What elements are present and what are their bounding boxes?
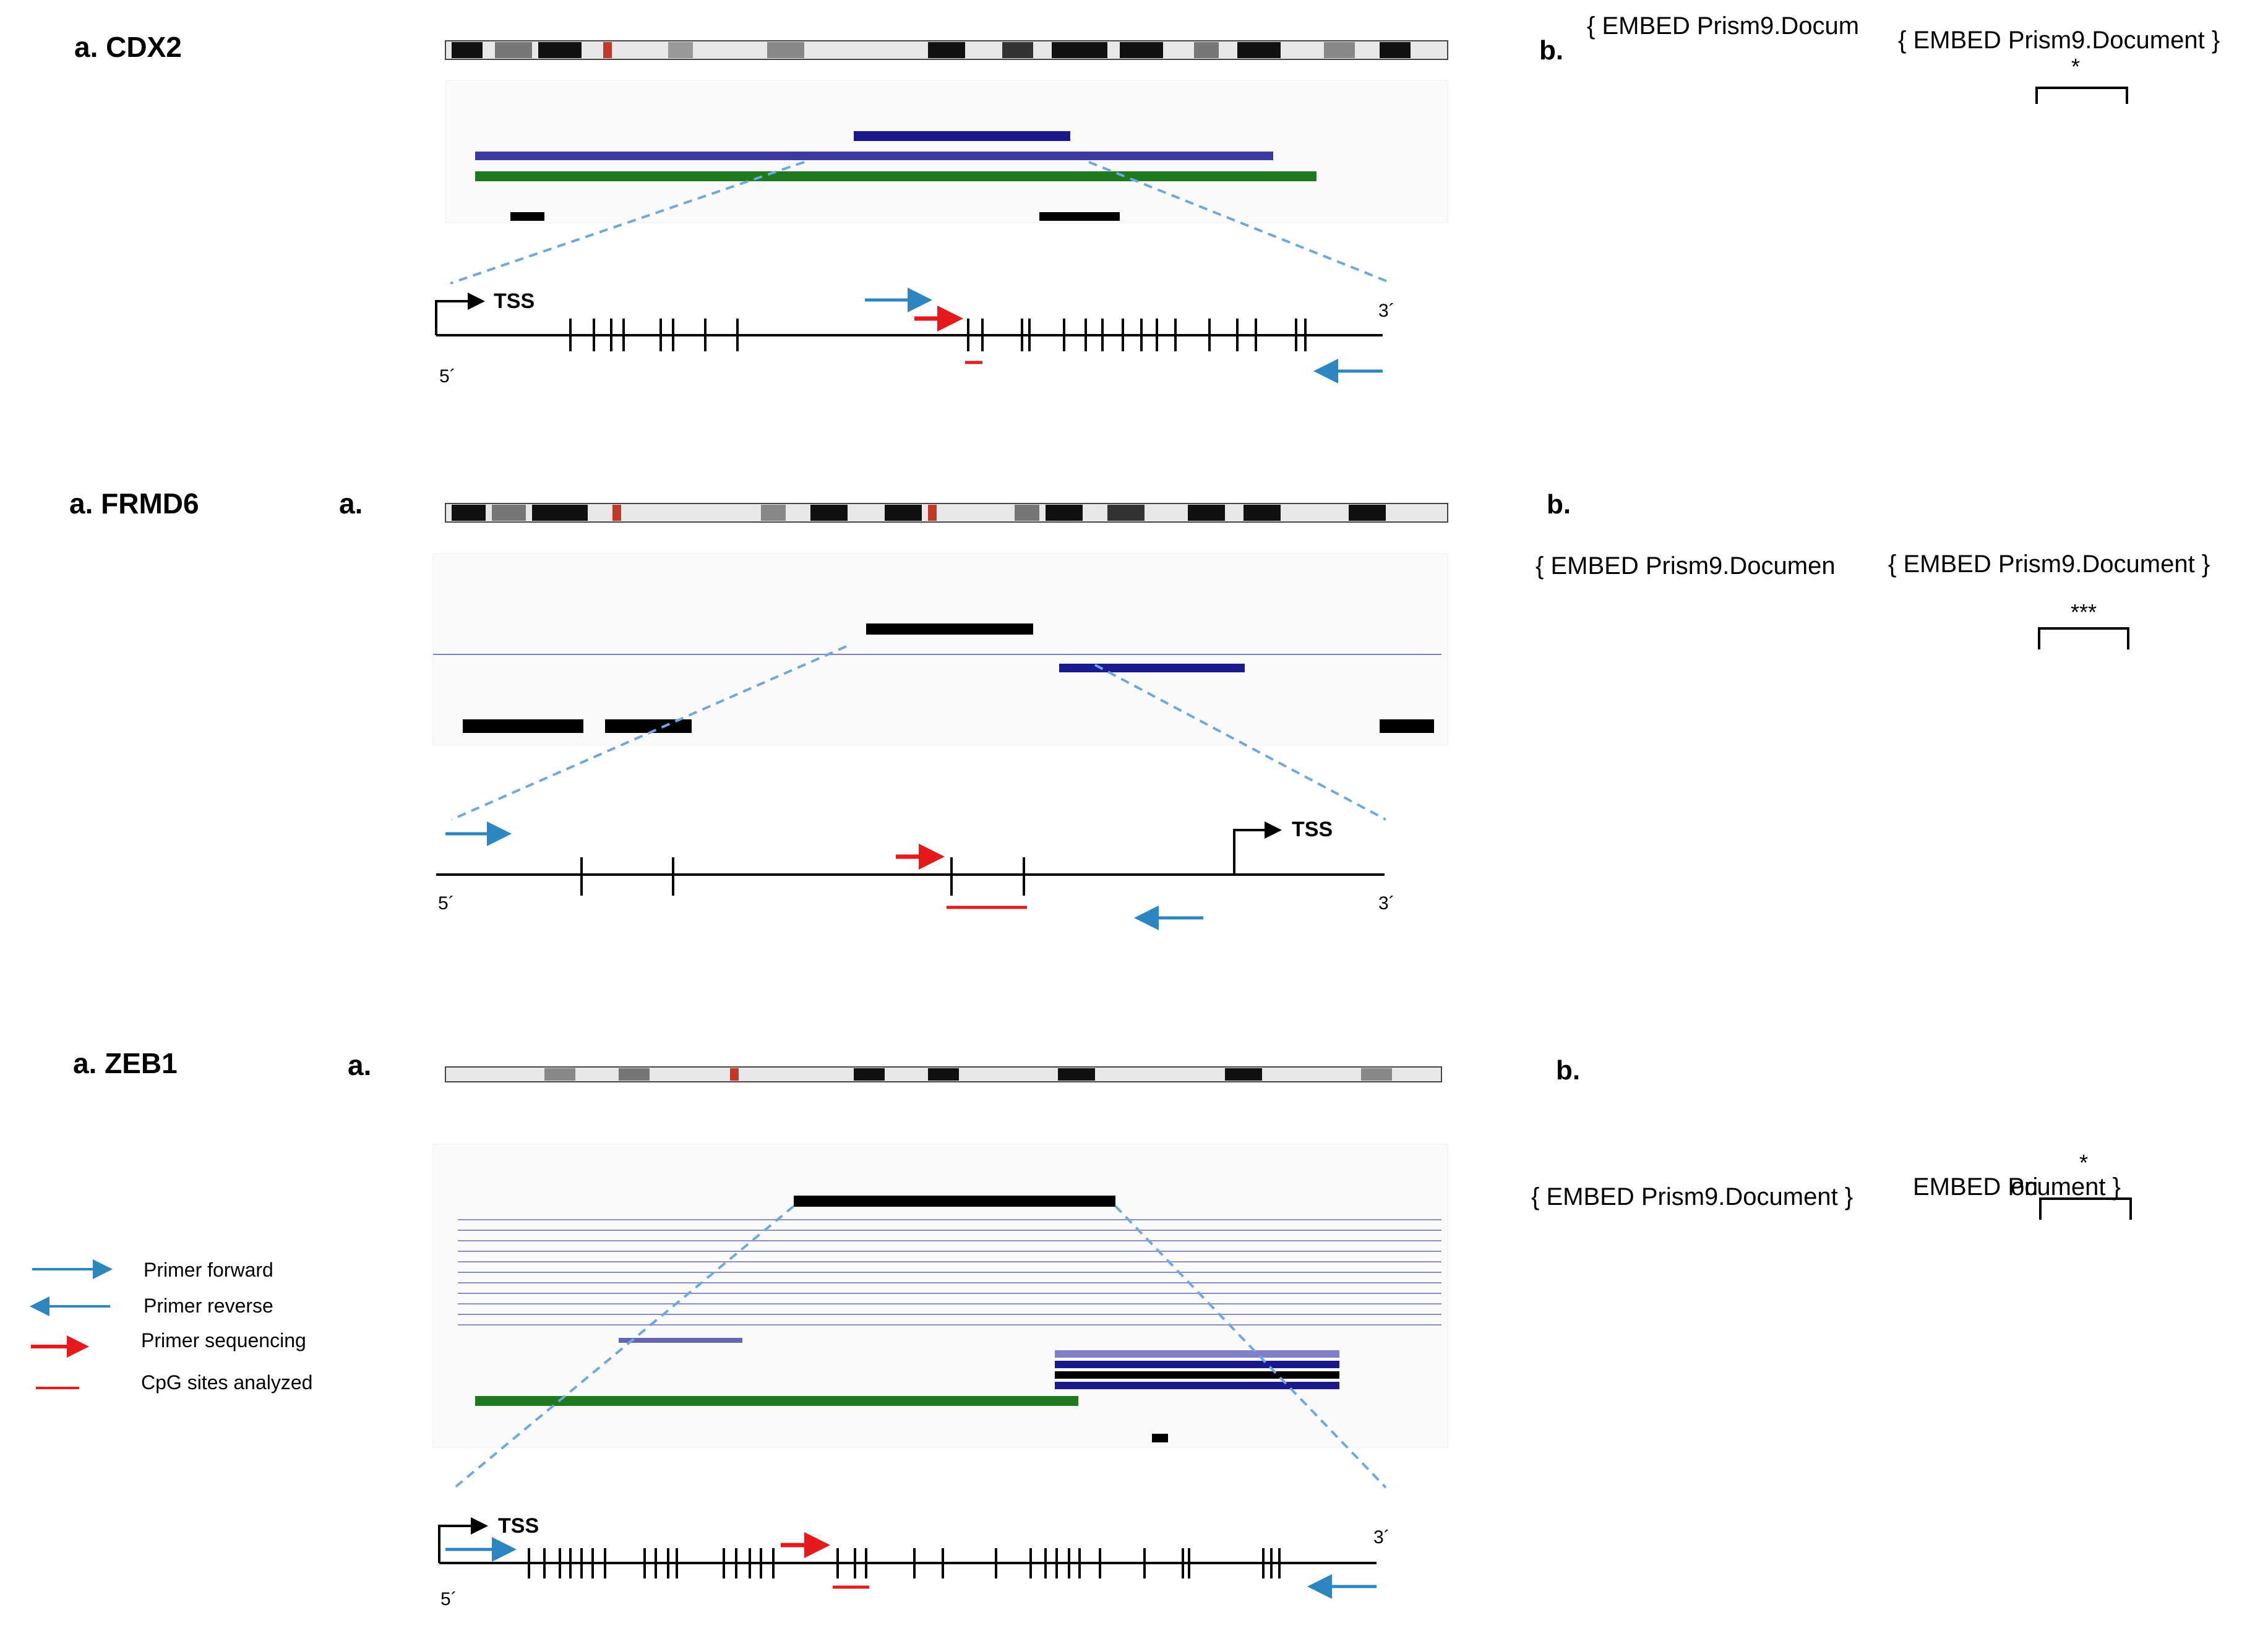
- transcript-block: [619, 1338, 742, 1343]
- legend-label: Primer reverse: [144, 1295, 273, 1317]
- tss-arrow: [438, 1517, 488, 1563]
- gene-track-black: [794, 1196, 1115, 1207]
- legend: Primer forward Primer reverse Primer seq…: [30, 1259, 312, 1394]
- significance-bracket: [2038, 627, 2129, 649]
- genome-browser-zeb1: [432, 1066, 1448, 1448]
- b-label-frmd6: b.: [1547, 489, 1571, 520]
- cpg-island-track: [475, 171, 1317, 181]
- three-prime-label: 3´: [1378, 301, 1395, 321]
- zoom-line-left: [450, 161, 805, 285]
- tss-arrow: [435, 293, 485, 335]
- embed-field-2: { EMBED Prism9.Document }: [1888, 550, 2210, 578]
- tss-label: TSS: [498, 1514, 539, 1538]
- five-prime-label: 5´: [440, 1589, 457, 1609]
- panel-zeb1: a. ZEB1 a. TSS 5´ 3´: [73, 1047, 2132, 1609]
- embed-field-3: ocument }: [2011, 1173, 2121, 1201]
- transcript-block: [1055, 1371, 1339, 1379]
- zoom-line-right: [1114, 1205, 1387, 1489]
- panel-cdx2: a. CDX2 TSS 5´ 3´: [74, 12, 2220, 387]
- five-prime-label: 5´: [438, 893, 455, 914]
- gene-label-frmd6: a. FRMD6: [69, 487, 199, 520]
- legend-label: Primer sequencing: [141, 1329, 306, 1351]
- three-prime-label: 3´: [1373, 1527, 1390, 1548]
- cpg-island-track: [475, 1396, 1078, 1406]
- sub-a-label-frmd6: a.: [339, 487, 363, 520]
- promoter-diagram-zeb1: TSS 5´ 3´: [438, 1514, 1390, 1609]
- gene-track-navy: [854, 131, 1070, 141]
- genome-browser-cdx2: [445, 40, 1448, 223]
- embed-field-1: { EMBED Prism9.Documen: [1536, 552, 1836, 580]
- transcript-block: [1055, 1382, 1339, 1389]
- promoter-diagram-frmd6: TSS 5´ 3´: [436, 818, 1395, 930]
- zoom-line-right: [1094, 664, 1386, 821]
- promoter-diagram-cdx2: TSS 5´ 3´: [435, 288, 1395, 387]
- legend-label: CpG sites analyzed: [141, 1371, 312, 1394]
- b-label-zeb1: b.: [1556, 1055, 1580, 1086]
- repeat-block: [1039, 212, 1120, 221]
- b-label-cdx2: b.: [1539, 35, 1563, 66]
- transcript-block: [1055, 1350, 1339, 1358]
- transcript-block: [1055, 1361, 1339, 1368]
- repeat-block: [463, 719, 583, 733]
- repeat-block: [510, 212, 544, 221]
- tss-label: TSS: [1292, 818, 1333, 841]
- repeat-block: [1152, 1434, 1168, 1442]
- gene-track-navy: [1059, 664, 1245, 672]
- gene-track-hatched: [475, 152, 1273, 160]
- browser-track-area: [432, 553, 1448, 746]
- zoom-line-left: [451, 645, 847, 821]
- embed-field-1: { EMBED Prism9.Document }: [1531, 1183, 1853, 1210]
- gene-label-cdx2: a. CDX2: [74, 31, 182, 63]
- transcript-lines: [458, 1219, 1441, 1326]
- repeat-block: [605, 719, 692, 733]
- sub-a-label-zeb1: a.: [348, 1049, 371, 1081]
- legend-label: Primer forward: [144, 1259, 273, 1281]
- ideogram-bar: [445, 503, 1448, 523]
- panel-frmd6: a. FRMD6 a. TSS: [69, 487, 2210, 930]
- significance-bracket: [2035, 87, 2128, 104]
- repeat-block: [1380, 719, 1434, 733]
- tss-arrow: [1233, 821, 1282, 875]
- tss-label: TSS: [494, 289, 535, 313]
- significance-star: *: [2079, 1150, 2088, 1175]
- embed-field-1: { EMBED Prism9.Docum: [1587, 12, 1859, 40]
- significance-bracket: [2039, 1197, 2132, 1220]
- cpg-sites: [569, 319, 1307, 351]
- gene-label-zeb1: a. ZEB1: [73, 1047, 178, 1079]
- embed-field-2: { EMBED Prism9.Document }: [1898, 27, 2220, 54]
- gene-track-black: [866, 623, 1033, 635]
- embed-field-2: EMBED Pri: [1913, 1173, 2038, 1201]
- three-prime-label: 3´: [1378, 893, 1395, 914]
- zoom-line-right: [1088, 161, 1393, 285]
- five-prime-label: 5´: [439, 366, 456, 387]
- significance-star: ***: [2071, 599, 2097, 625]
- cpg-sites: [528, 1548, 1281, 1578]
- significance-star: *: [2071, 54, 2080, 79]
- genome-browser-frmd6: [432, 503, 1448, 746]
